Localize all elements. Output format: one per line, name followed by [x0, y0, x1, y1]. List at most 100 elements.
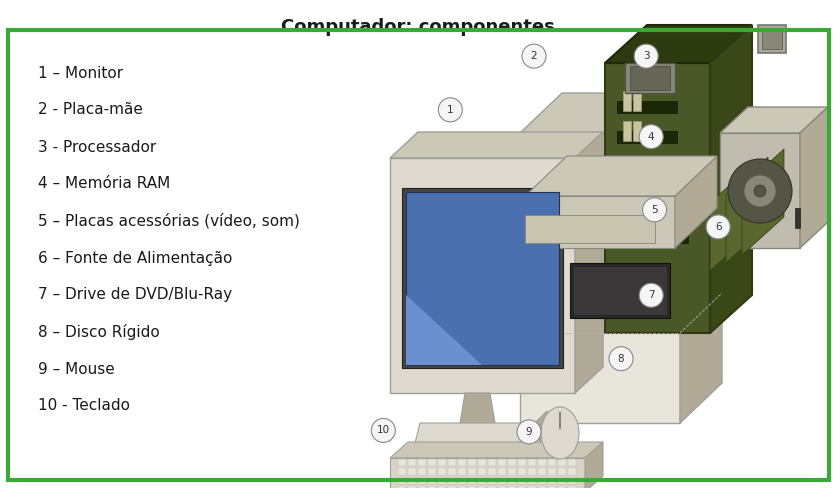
Circle shape: [639, 283, 662, 307]
Bar: [538, 477, 545, 484]
Bar: [558, 477, 565, 484]
Bar: [528, 486, 535, 488]
Bar: [437, 459, 446, 466]
Bar: [507, 486, 515, 488]
Bar: [507, 477, 515, 484]
Bar: [427, 486, 436, 488]
Polygon shape: [725, 157, 767, 263]
Polygon shape: [524, 156, 716, 196]
Bar: [401, 188, 563, 368]
Bar: [437, 477, 446, 484]
Polygon shape: [674, 156, 716, 248]
Circle shape: [743, 175, 775, 207]
Circle shape: [634, 44, 657, 68]
Bar: [427, 468, 436, 475]
Bar: [497, 468, 506, 475]
Polygon shape: [390, 442, 602, 458]
Polygon shape: [519, 133, 679, 423]
Circle shape: [371, 418, 395, 443]
Text: 4 – Memória RAM: 4 – Memória RAM: [38, 177, 170, 191]
Text: 7 – Drive de DVD/Blu-Ray: 7 – Drive de DVD/Blu-Ray: [38, 287, 232, 303]
Polygon shape: [719, 107, 827, 133]
Polygon shape: [519, 93, 721, 133]
Polygon shape: [799, 107, 827, 248]
Text: 1 – Monitor: 1 – Monitor: [38, 65, 123, 81]
Bar: [457, 468, 466, 475]
Circle shape: [609, 346, 632, 371]
Polygon shape: [390, 132, 602, 158]
Bar: [457, 477, 466, 484]
Bar: [612, 235, 687, 243]
Bar: [558, 468, 565, 475]
Bar: [437, 486, 446, 488]
Bar: [477, 477, 486, 484]
Bar: [405, 192, 558, 365]
Bar: [558, 459, 565, 466]
Bar: [616, 131, 676, 143]
Bar: [417, 459, 426, 466]
Text: 2: 2: [530, 51, 537, 61]
Bar: [427, 477, 436, 484]
Text: 6 – Fonte de Alimentação: 6 – Fonte de Alimentação: [38, 250, 232, 265]
Bar: [477, 486, 486, 488]
Bar: [528, 468, 535, 475]
Polygon shape: [460, 393, 494, 423]
Text: 10 - Teclado: 10 - Teclado: [38, 399, 130, 413]
Bar: [398, 477, 405, 484]
Bar: [612, 210, 687, 218]
Text: 2 - Placa-mãe: 2 - Placa-mãe: [38, 102, 143, 118]
Bar: [417, 468, 426, 475]
Bar: [427, 459, 436, 466]
Bar: [507, 459, 515, 466]
Bar: [538, 486, 545, 488]
Bar: [630, 66, 669, 90]
Text: 4: 4: [647, 132, 654, 142]
Text: 8 – Disco Rígido: 8 – Disco Rígido: [38, 324, 160, 340]
Bar: [497, 486, 506, 488]
Bar: [398, 459, 405, 466]
Polygon shape: [574, 132, 602, 393]
Bar: [548, 477, 555, 484]
Circle shape: [522, 44, 545, 68]
Bar: [604, 63, 709, 333]
Bar: [548, 459, 555, 466]
Bar: [622, 91, 630, 111]
Circle shape: [706, 215, 729, 239]
Text: 3: 3: [642, 51, 649, 61]
Text: 6: 6: [714, 222, 721, 232]
Polygon shape: [584, 442, 602, 488]
Bar: [757, 25, 785, 53]
Bar: [477, 468, 486, 475]
Bar: [612, 185, 687, 193]
Bar: [568, 459, 575, 466]
Bar: [447, 459, 456, 466]
Bar: [497, 477, 506, 484]
Polygon shape: [709, 25, 751, 333]
Bar: [517, 477, 525, 484]
Text: 7: 7: [647, 290, 654, 300]
Bar: [528, 459, 535, 466]
Bar: [407, 486, 415, 488]
Bar: [524, 196, 674, 248]
Circle shape: [642, 198, 665, 222]
Bar: [568, 477, 575, 484]
Bar: [616, 101, 676, 113]
Bar: [538, 459, 545, 466]
Bar: [528, 477, 535, 484]
Bar: [457, 486, 466, 488]
Bar: [398, 468, 405, 475]
Bar: [517, 459, 525, 466]
Bar: [447, 477, 456, 484]
Polygon shape: [390, 158, 574, 393]
Bar: [622, 121, 630, 141]
Polygon shape: [405, 295, 482, 365]
Ellipse shape: [540, 407, 579, 459]
Circle shape: [517, 420, 540, 444]
Circle shape: [753, 185, 765, 197]
Bar: [568, 486, 575, 488]
Bar: [573, 266, 666, 315]
Bar: [467, 459, 476, 466]
Bar: [487, 459, 496, 466]
Circle shape: [639, 124, 662, 149]
Bar: [487, 486, 496, 488]
